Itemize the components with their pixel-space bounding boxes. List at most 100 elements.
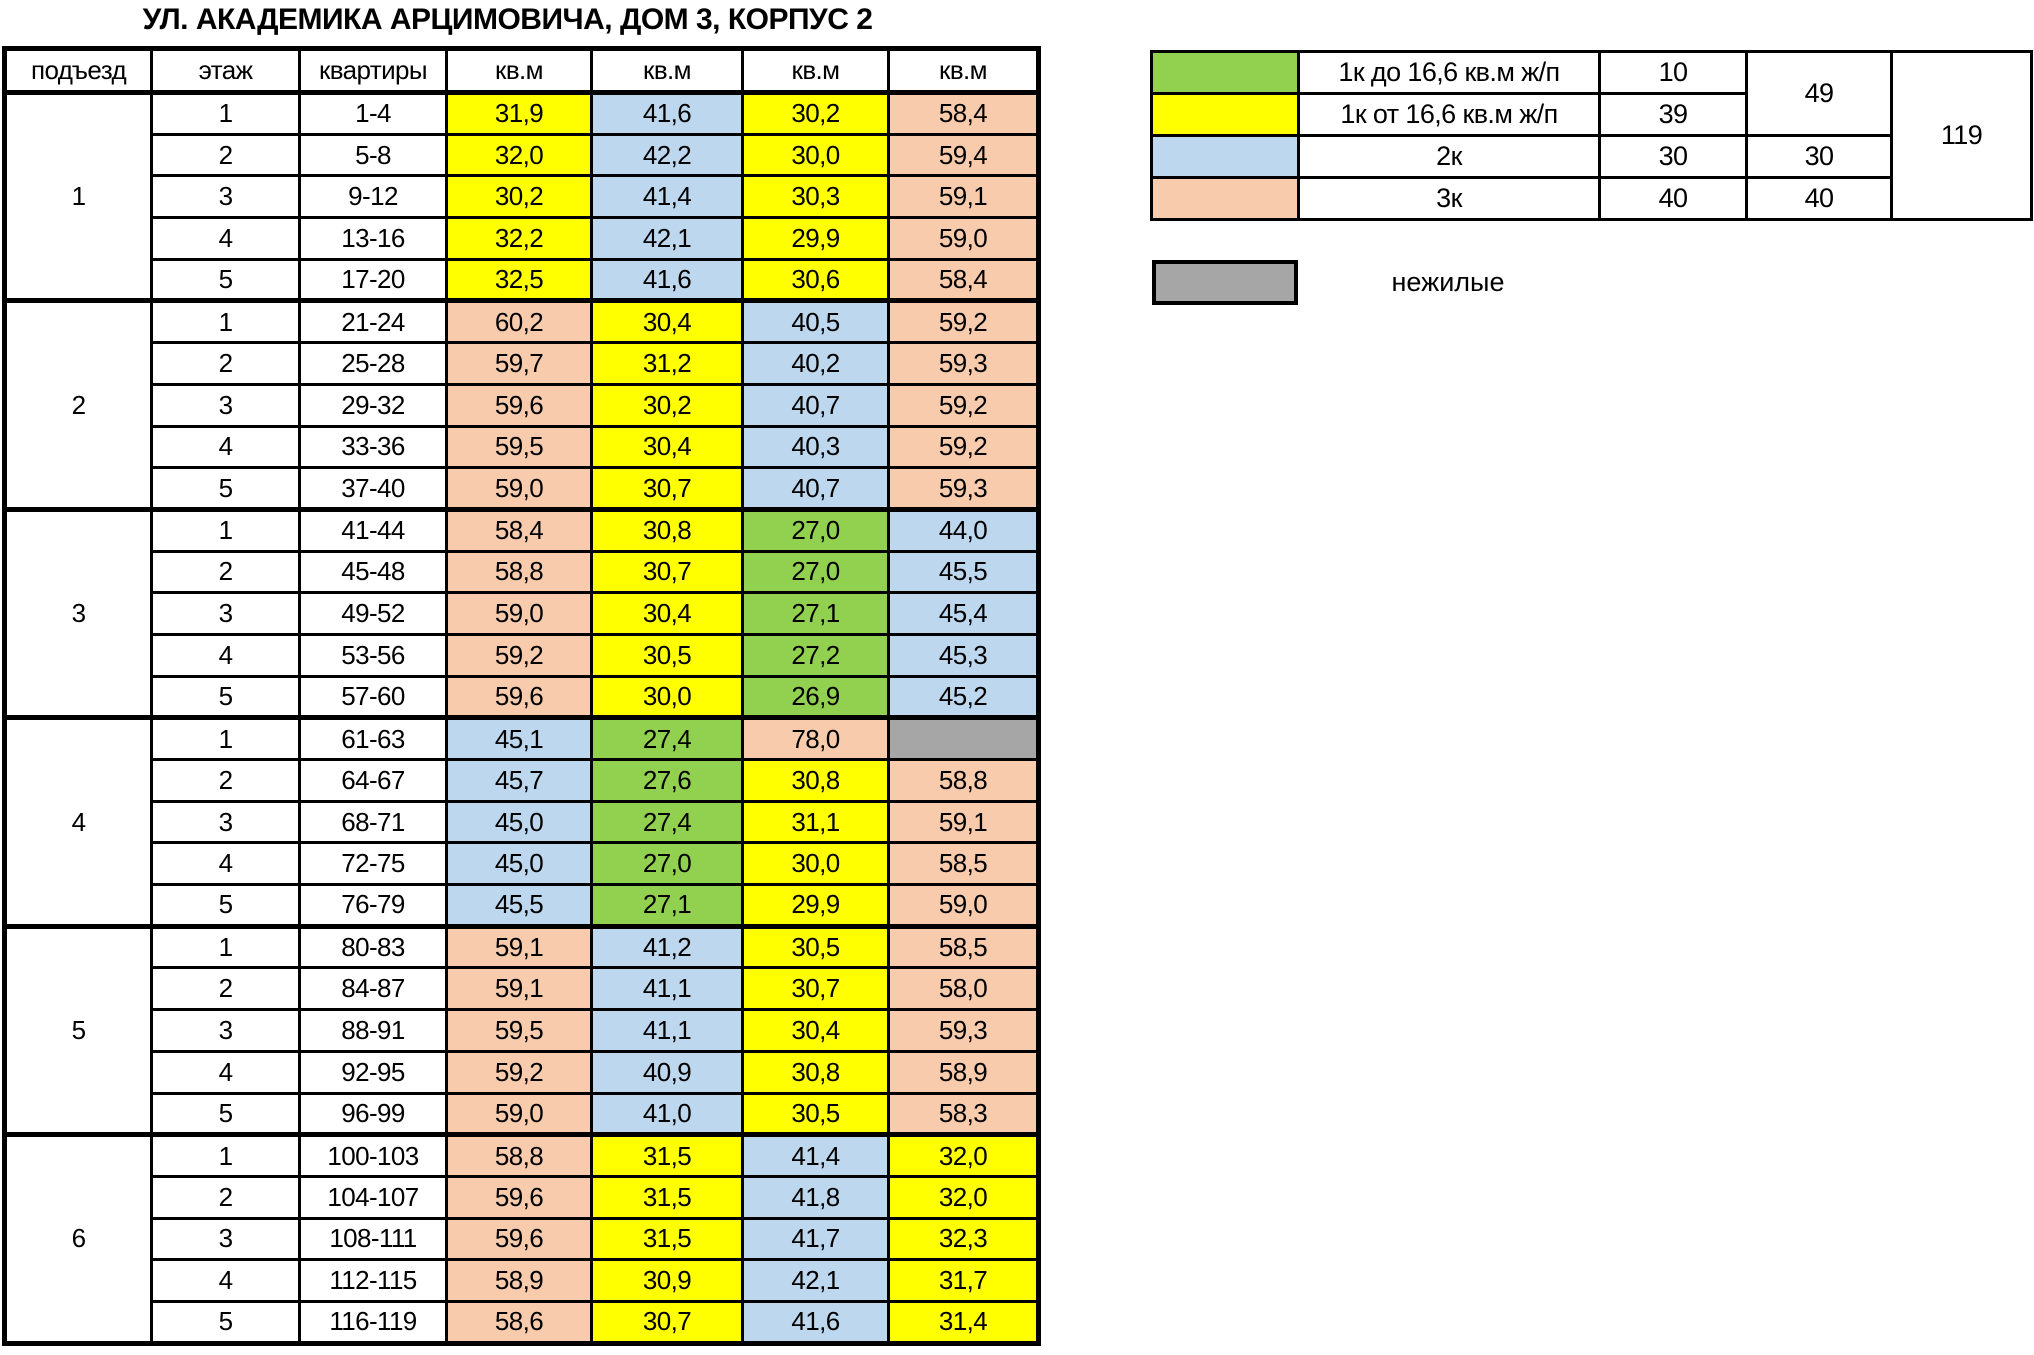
table-row: 4 53-56 59,2 30,5 27,2 45,3 [5,632,1040,678]
area-cell: 32,0 [887,1132,1040,1178]
table-row: 5 116-119 58,6 30,7 41,6 31,4 [5,1299,1040,1345]
floor-cell: 4 [150,216,301,261]
column-header-sqm-2: кв.м [590,47,744,95]
table-row: 4 92-95 59,2 40,9 30,8 58,9 [5,1049,1040,1095]
table-row: 2 84-87 59,1 41,1 30,7 58,0 [5,966,1040,1012]
table-row: 3 1 41-44 58,4 30,8 27,0 44,0 [3,506,1040,720]
area-cell: 30,7 [590,466,744,511]
apartments-range-cell: 72-75 [298,841,448,887]
apartments-range-cell: 84-87 [298,966,448,1012]
area-cell: 45,3 [887,632,1040,678]
area-cell: 45,7 [445,758,593,803]
area-cell: 58,8 [445,549,593,595]
floor-cell: 5 [150,466,301,511]
area-cell: 31,5 [590,1216,744,1262]
area-cell: 30,4 [590,591,744,636]
table-row: 4 1 61-63 45,1 27,4 78,0 [3,715,1040,928]
floor-cell: 1 [150,923,301,970]
area-cell: 30,7 [741,966,890,1012]
entrance-cell: 1 [3,89,153,303]
area-cell: 30,5 [590,632,744,678]
floor-cell: 5 [150,1091,301,1137]
table-row: 2 104-107 59,6 31,5 41,8 32,0 [5,1174,1040,1220]
legend-row: 2к 30 30 [1150,134,2032,179]
apartments-range-cell: 41-44 [298,506,448,553]
area-cell: 31,5 [590,1132,744,1178]
floor-cell: 5 [150,674,301,720]
floor-cell: 5 [150,1299,301,1345]
area-cell: 30,2 [590,382,744,428]
apartments-range-cell: 57-60 [298,674,448,720]
legend-label: 1к до 16,6 кв.м ж/п [1297,50,1601,95]
area-cell: 59,2 [445,632,593,678]
area-cell: 31,1 [741,799,890,845]
floor-cell: 5 [150,883,301,928]
legend-label-nonresidential: нежилые [1391,267,1505,297]
area-cell: 30,0 [590,674,744,720]
area-cell: 40,3 [741,424,890,470]
area-cell: 59,6 [445,382,593,428]
area-cell: 58,6 [445,1299,593,1345]
area-cell: 44,0 [887,506,1040,553]
area-cell: 58,0 [887,966,1040,1012]
apartments-range-cell: 80-83 [298,923,448,970]
area-cell: 59,6 [445,1174,593,1220]
column-header-apartments: квартиры [298,47,448,95]
floor-cell: 2 [150,758,301,803]
apartments-range-cell: 33-36 [298,424,448,470]
area-cell: 27,1 [590,883,744,928]
legend-label: 1к от 16,6 кв.м ж/п [1297,92,1601,137]
legend-label: 3к [1297,176,1601,221]
area-cell: 59,0 [887,883,1040,928]
apartments-range-cell: 100-103 [298,1132,448,1178]
area-cell: 41,7 [741,1216,890,1262]
floor-cell: 2 [150,341,301,386]
area-cell: 30,5 [741,1091,890,1137]
legend-group-count: 40 [1745,176,1893,221]
apartments-range-cell: 104-107 [298,1174,448,1220]
floor-cell: 1 [150,715,301,761]
legend-row: 1к до 16,6 кв.м ж/п 10 49 119 [1150,50,2033,221]
area-cell: 27,0 [590,841,744,887]
apartments-range-cell: 17-20 [298,257,448,303]
area-cell: 27,0 [741,506,890,553]
area-cell: 58,5 [887,923,1040,970]
floor-cell: 3 [150,1216,301,1262]
entrance-cell: 3 [3,506,153,720]
apartments-range-cell: 68-71 [298,799,448,845]
area-cell: 30,3 [741,174,890,220]
table-row: 4 112-115 58,9 30,9 42,1 31,7 [5,1258,1040,1303]
area-cell: 30,2 [445,174,593,220]
apartments-range-cell: 9-12 [298,174,448,220]
area-cell: 42,1 [590,216,744,261]
area-cell: 59,2 [445,1049,593,1095]
area-cell: 30,7 [590,1299,744,1345]
area-cell: 40,9 [590,1049,744,1095]
table-row: 2 5-8 32,0 42,2 30,0 59,4 [5,132,1040,178]
area-cell: 58,4 [887,90,1040,136]
area-cell: 41,1 [590,966,744,1012]
area-cell: 27,0 [741,549,890,595]
area-cell: 45,5 [445,883,593,928]
area-cell: 27,6 [590,758,744,803]
area-cell: 58,4 [887,257,1040,303]
area-cell: 59,6 [445,1216,593,1262]
apartments-range-cell: 37-40 [298,466,448,511]
floor-cell: 3 [150,591,301,636]
area-cell: 32,0 [887,1174,1040,1220]
area-cell: 45,1 [445,715,593,761]
area-cell: 31,9 [445,90,593,136]
area-cell: 59,1 [445,923,593,970]
floor-cell: 3 [150,1008,301,1053]
area-cell: 59,2 [887,424,1040,470]
area-cell: 45,0 [445,841,593,887]
area-cell: 59,2 [887,298,1040,345]
table-row: 4 72-75 45,0 27,0 30,0 58,5 [5,841,1040,887]
area-cell: 30,2 [741,90,890,136]
floor-cell: 1 [150,1132,301,1178]
area-cell: 30,8 [741,758,890,803]
apartments-range-cell: 61-63 [298,715,448,761]
area-cell: 60,2 [445,298,593,345]
entrance-cell: 2 [3,298,153,511]
entrance-cell: 6 [3,1132,153,1345]
